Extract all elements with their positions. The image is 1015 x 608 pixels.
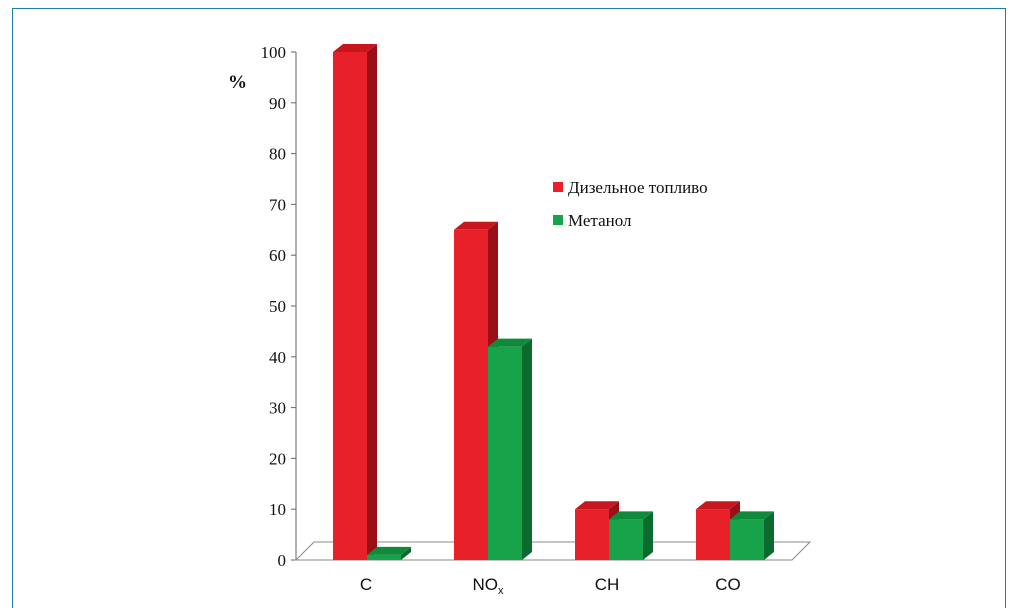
bar-top [730,511,774,520]
x-tick-label: CH [595,575,620,594]
x-tick-label: C [360,575,372,594]
bar-side [401,546,411,560]
bar-methanol-c [367,546,411,560]
y-tick-label: 0 [278,551,287,570]
y-tick-label: 70 [269,195,286,214]
bar-methanol-co [730,511,774,560]
bar-top [609,511,653,520]
bar-top [696,501,740,510]
legend-entry: Метанол [568,211,632,230]
y-tick-label: 60 [269,246,286,265]
y-tick-label: 90 [269,94,286,113]
y-tick-label: 80 [269,145,286,164]
bar-side [643,511,653,560]
x-tick-label: CO [715,575,741,594]
bar-front [696,509,730,560]
x-tick-label: NOx [473,575,505,597]
legend-swatch [553,182,563,192]
bar-top [488,338,532,347]
y-tick-label: 40 [269,348,286,367]
bar-front [454,229,488,561]
legend-entry: Дизельное топливо [568,178,708,197]
legend-swatch [553,215,563,225]
bar-top [454,221,498,230]
bar-diesel-c [333,44,377,560]
bar-side [367,44,377,560]
bar-side [764,511,774,560]
bar-side [522,338,532,560]
bar-front [333,52,367,560]
bars [333,44,774,561]
x-axis-labels: C NOx CH CO [360,575,741,597]
y-tick-label: 20 [269,449,286,468]
bar-methanol-ch [609,511,653,560]
y-tick-label: 30 [269,399,286,418]
bar-top [333,44,377,52]
bar-top [575,501,619,510]
bar-front [575,509,609,560]
bar-front [488,346,522,560]
y-tick-label: 10 [269,500,286,519]
bar-top [367,546,411,555]
bar-methanol-nox [488,338,532,560]
bar-front [609,519,643,560]
y-axis-label: % [228,72,247,93]
legend: Дизельное топливо Метанол [553,178,708,230]
bar-front [730,519,764,560]
y-tick-label: 50 [269,297,286,316]
y-tick-label: 100 [261,43,287,62]
y-axis: 0 10 20 30 40 50 60 70 80 90 100 [261,43,297,570]
bar-front [367,554,401,560]
